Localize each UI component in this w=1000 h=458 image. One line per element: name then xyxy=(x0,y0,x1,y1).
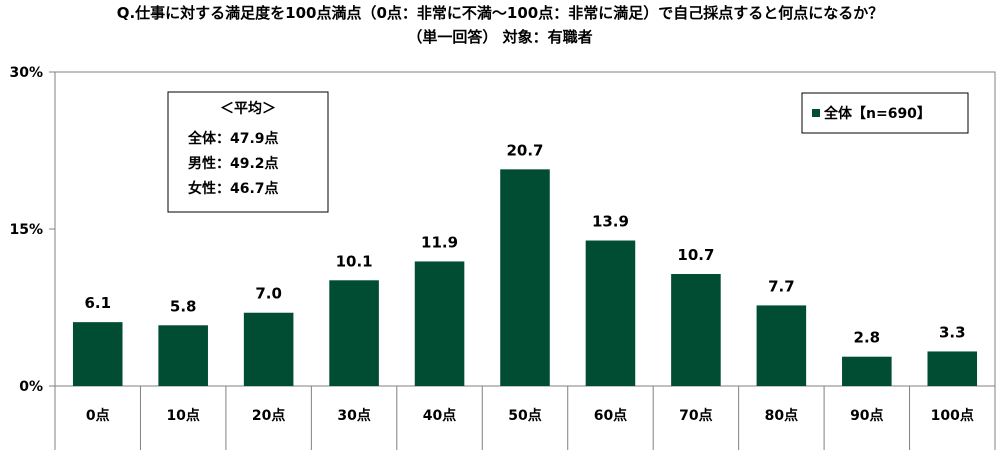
data-label: 13.9 xyxy=(592,213,629,231)
bar xyxy=(500,169,550,386)
y-tick-label: 30% xyxy=(9,65,43,81)
data-label: 2.8 xyxy=(854,329,881,347)
data-label: 10.7 xyxy=(677,246,714,264)
data-label: 7.0 xyxy=(255,285,282,303)
bar xyxy=(585,240,636,386)
x-category-label: 80点 xyxy=(765,407,798,424)
legend: 全体【n=690】 xyxy=(801,92,969,134)
data-label: 6.1 xyxy=(84,294,111,312)
chart-title-line2: （単一回答） 対象：有職者 xyxy=(407,28,593,46)
average-stats-box: ＜平均＞ 全体：47.9点 男性：49.2点 女性：46.7点 xyxy=(167,91,329,213)
x-category-label: 30点 xyxy=(337,407,370,424)
data-label: 3.3 xyxy=(939,323,966,341)
data-label: 5.8 xyxy=(170,297,197,315)
data-label: 20.7 xyxy=(506,141,543,159)
x-category-label: 60点 xyxy=(594,407,627,424)
x-category-label: 10点 xyxy=(166,407,199,424)
data-label: 11.9 xyxy=(421,233,458,251)
average-male: 男性：49.2点 xyxy=(188,155,279,172)
x-category-label: 70点 xyxy=(679,407,712,424)
legend-label: 全体【n=690】 xyxy=(823,105,931,122)
average-heading: ＜平均＞ xyxy=(220,100,276,117)
bar xyxy=(72,322,123,386)
x-category-label: 20点 xyxy=(252,407,285,424)
bar xyxy=(671,274,721,386)
x-category-label: 50点 xyxy=(508,407,541,424)
bar xyxy=(842,356,892,386)
data-label: 7.7 xyxy=(768,277,795,295)
x-category-label: 90点 xyxy=(850,407,883,424)
y-tick-label: 15% xyxy=(9,222,43,238)
legend-swatch xyxy=(812,109,820,117)
average-stats-box-frame xyxy=(167,91,329,213)
x-category-label: 100点 xyxy=(931,407,974,424)
data-label: 10.1 xyxy=(336,252,373,270)
x-category-label: 0点 xyxy=(86,407,110,424)
bar xyxy=(158,325,208,386)
bar xyxy=(414,261,465,386)
average-total: 全体：47.9点 xyxy=(187,130,279,147)
x-category-label: 40点 xyxy=(423,407,456,424)
legend-frame xyxy=(801,92,969,134)
bar xyxy=(329,280,379,386)
bar xyxy=(756,305,807,386)
y-tick-label: 0% xyxy=(19,379,43,395)
bar xyxy=(927,351,978,386)
average-female: 女性：46.7点 xyxy=(188,180,279,197)
bar xyxy=(243,312,294,386)
chart-title-line1: Q.仕事に対する満足度を100点満点（0点：非常に不満～100点：非常に満足）で… xyxy=(116,4,884,22)
